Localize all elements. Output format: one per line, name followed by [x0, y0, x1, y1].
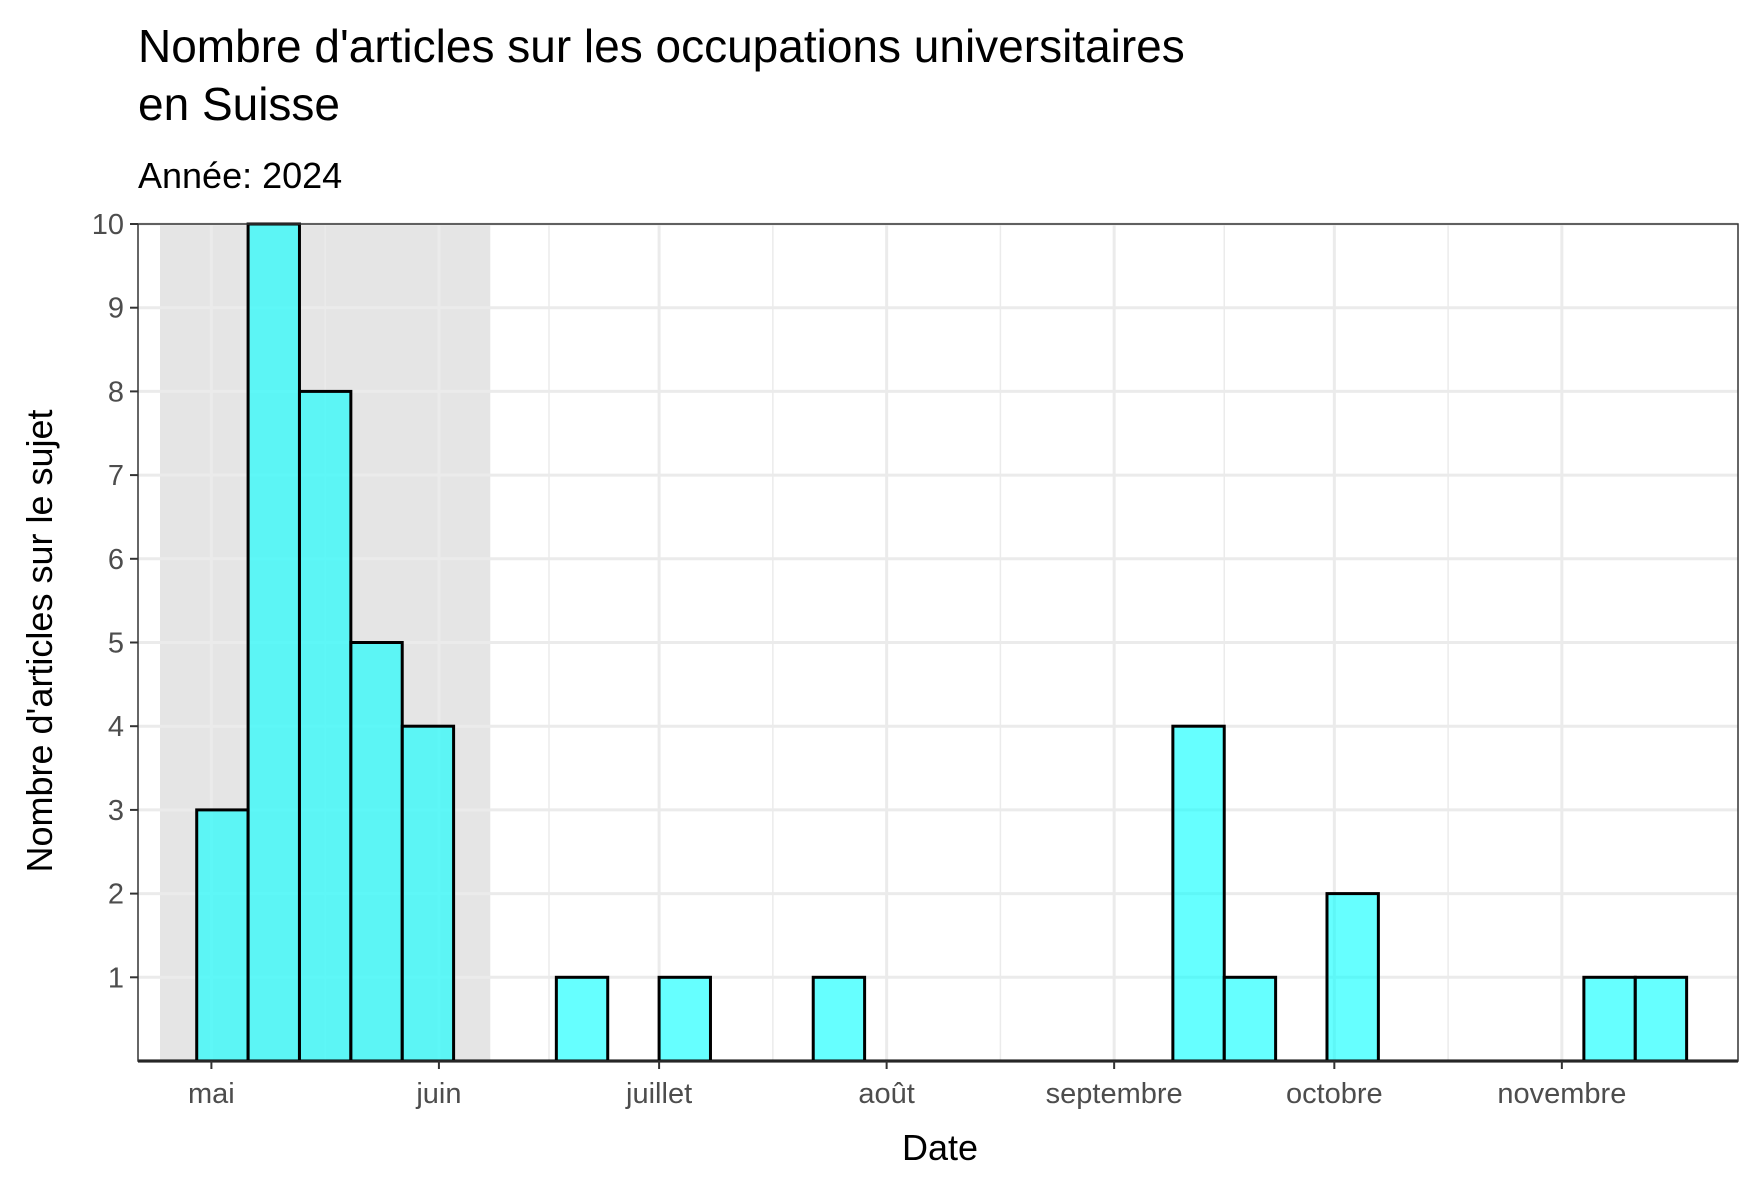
bar	[349, 641, 404, 1063]
bar	[246, 222, 301, 1063]
x-tick-label: août	[858, 1078, 914, 1110]
y-tick-label: 1	[108, 962, 124, 994]
y-tick-label: 5	[108, 628, 124, 660]
x-tick-label: juin	[415, 1078, 461, 1110]
bar	[1171, 724, 1226, 1063]
y-axis-label: Nombre d'articles sur le sujet	[19, 409, 60, 872]
chart-subtitle: Année: 2024	[138, 155, 342, 196]
y-tick-label: 4	[108, 711, 124, 743]
y-tick-label: 9	[108, 293, 124, 325]
x-tick-label: novembre	[1497, 1078, 1626, 1110]
y-tick-label: 7	[108, 460, 124, 492]
bar	[657, 975, 712, 1063]
x-tick-label: septembre	[1046, 1078, 1183, 1110]
x-tick-label: mai	[188, 1078, 235, 1110]
x-tick-label: juillet	[625, 1078, 692, 1110]
y-tick-label: 6	[108, 544, 124, 576]
bar	[811, 975, 867, 1063]
bar	[195, 808, 250, 1063]
bar	[1222, 975, 1278, 1063]
y-tick-label: 2	[108, 879, 124, 911]
bar	[400, 724, 456, 1063]
bar	[1325, 892, 1380, 1063]
x-axis-label: Date	[902, 1127, 978, 1168]
bar	[297, 389, 353, 1063]
y-tick-label: 3	[108, 795, 124, 827]
bar	[554, 975, 610, 1063]
bar	[1582, 975, 1637, 1063]
x-tick-label: octobre	[1286, 1078, 1383, 1110]
chart-title-line-1: Nombre d'articles sur les occupations un…	[138, 20, 1185, 72]
bar	[1633, 975, 1689, 1063]
y-tick-label: 8	[108, 376, 124, 408]
chart-title-line-2: en Suisse	[138, 78, 340, 130]
y-tick-label: 10	[92, 209, 124, 241]
